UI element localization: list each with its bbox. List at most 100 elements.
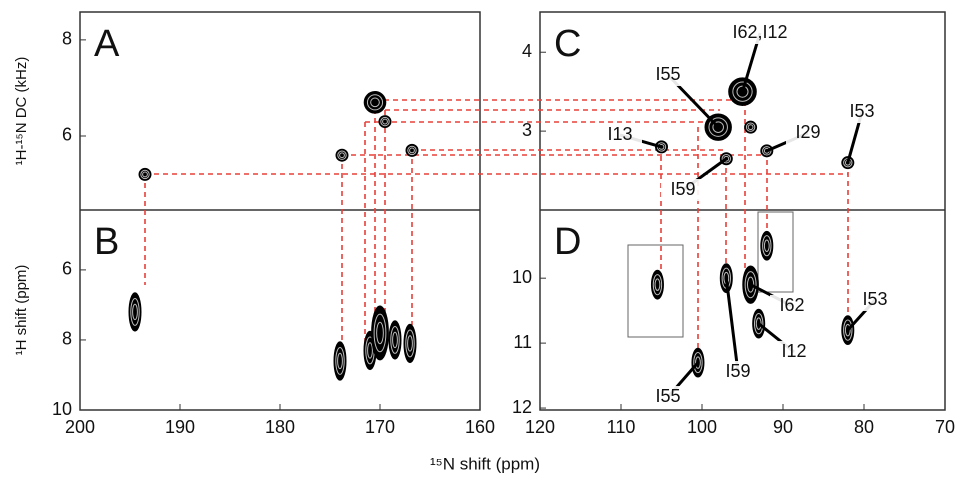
x-tick-label: 170 [365, 417, 395, 437]
contour [392, 331, 398, 349]
connector [660, 92, 849, 363]
contour [382, 118, 388, 125]
contour [339, 152, 345, 159]
contour [844, 323, 851, 337]
contour [712, 121, 724, 133]
peak [388, 320, 402, 360]
contour [843, 319, 853, 341]
label-pointer [724, 277, 740, 373]
x-tick-label: 100 [687, 417, 717, 437]
panel-label: B [94, 221, 119, 263]
x-tick-label: 120 [525, 417, 555, 437]
y-axis-label: ¹H shift (ppm) [13, 265, 30, 356]
contour [654, 278, 661, 291]
peak-label: I12 [781, 341, 806, 361]
label-bg [853, 289, 897, 311]
x-tick-label: 180 [265, 417, 295, 437]
contour [405, 329, 415, 358]
label-bg [646, 386, 690, 408]
connectors [144, 92, 849, 363]
peak [760, 230, 774, 261]
connector [411, 149, 726, 325]
peak-label: I59 [670, 179, 695, 199]
peak [744, 120, 758, 134]
panel-label: C [554, 23, 581, 65]
y-tick-label: 6 [62, 125, 72, 145]
y-tick-label: 4 [522, 41, 532, 61]
contour [762, 146, 772, 156]
contour [390, 326, 400, 354]
peak-label: I53 [849, 101, 874, 121]
contour [745, 122, 756, 132]
contour [380, 116, 390, 127]
inset-box [627, 244, 684, 338]
label-bg [716, 361, 760, 383]
y-tick-label: 8 [62, 329, 72, 349]
contour [407, 145, 417, 156]
y-tick-label: 11 [513, 332, 532, 352]
contour [130, 297, 140, 326]
label-bg [772, 341, 816, 363]
label-bg [770, 295, 814, 317]
peak-label: I62,I12 [732, 22, 787, 42]
contour [366, 94, 384, 111]
connector [374, 99, 745, 340]
x-tick-label: 200 [65, 417, 95, 437]
contour [376, 321, 384, 345]
contour [762, 235, 772, 257]
contour [335, 347, 345, 375]
contour [652, 274, 663, 296]
label-bg [646, 64, 690, 86]
contour [140, 169, 150, 180]
y-tick-label: 8 [62, 29, 72, 49]
contour [763, 239, 770, 252]
panel-label: A [94, 23, 120, 65]
contour [409, 147, 415, 154]
y-tick-label: 10 [512, 267, 532, 287]
peak [650, 269, 664, 300]
peak [138, 167, 152, 181]
peak [333, 341, 347, 381]
contour [736, 85, 749, 98]
x-tick-label: 80 [854, 417, 874, 437]
connector [341, 154, 768, 360]
contour [370, 97, 380, 108]
contour [367, 342, 373, 359]
panel-label: D [554, 221, 581, 263]
x-axis-label: ¹⁵N shift (ppm) [430, 454, 540, 473]
peak [363, 91, 387, 114]
contour [337, 352, 343, 370]
y-tick-label: 6 [62, 259, 72, 279]
peak-label: I55 [655, 386, 680, 406]
peak-label: I55 [655, 64, 680, 84]
connector [364, 121, 705, 345]
contour [732, 81, 753, 102]
contour [754, 313, 764, 335]
contour [337, 150, 347, 160]
peak [378, 115, 392, 129]
contour [747, 124, 754, 131]
inset-box [757, 211, 794, 293]
x-tick-label: 110 [607, 417, 636, 437]
contour [721, 154, 731, 164]
contour [407, 335, 413, 352]
contour [755, 317, 762, 330]
peak-label: I53 [862, 289, 887, 309]
peak [403, 323, 417, 364]
connector [144, 173, 848, 285]
peak-label: I62 [779, 295, 804, 315]
label-bg [723, 22, 782, 44]
contour [693, 352, 703, 374]
peak-label: I59 [725, 361, 750, 381]
label-bg [786, 122, 830, 144]
left-frame [79, 11, 481, 411]
label-bg [840, 101, 884, 123]
y-tick-label: 3 [522, 120, 532, 140]
peak [405, 143, 419, 157]
label-bg [661, 179, 705, 201]
x-tick-label: 90 [773, 417, 793, 437]
contour [744, 271, 757, 299]
x-tick-label: 190 [165, 417, 195, 437]
contour [708, 117, 728, 137]
peak-label: I13 [607, 124, 632, 144]
